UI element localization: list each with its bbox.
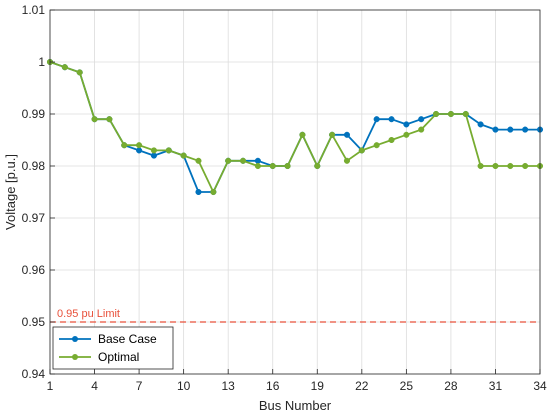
- data-point-optimal: [106, 116, 113, 123]
- data-point-optimal: [433, 110, 440, 118]
- x-tick-label: 22: [355, 379, 369, 393]
- x-tick-label: 1: [47, 379, 54, 393]
- legend-marker-optimal: [72, 354, 78, 360]
- data-point-optimal: [180, 152, 187, 159]
- data-point-base-case: [418, 116, 425, 123]
- legend-label-base-case: Base Case: [98, 332, 157, 346]
- data-point-optimal: [403, 131, 410, 138]
- data-point-base-case: [136, 147, 143, 154]
- x-tick-label: 10: [177, 379, 191, 393]
- data-point-optimal: [195, 157, 202, 164]
- data-point-base-case: [492, 126, 499, 133]
- data-point-optimal: [165, 147, 172, 154]
- data-point-base-case: [507, 126, 514, 133]
- x-tick-label: 34: [533, 379, 547, 393]
- x-tick-label: 25: [400, 379, 414, 393]
- limit-label: 0.95 pu Limit: [57, 308, 120, 320]
- x-tick-label: 4: [91, 379, 98, 393]
- data-point-optimal: [269, 162, 276, 170]
- data-point-base-case: [373, 116, 380, 123]
- data-point-optimal: [373, 142, 380, 149]
- y-tick-label: 1: [38, 55, 45, 69]
- data-point-optimal: [522, 162, 529, 170]
- y-tick-label: 0.94: [22, 367, 46, 381]
- data-point-optimal: [210, 188, 217, 196]
- data-point-optimal: [329, 131, 336, 138]
- y-tick-label: 1.01: [22, 3, 46, 17]
- data-point-optimal: [388, 136, 395, 144]
- plot-frame: [49, 9, 541, 375]
- data-point-optimal: [76, 69, 83, 76]
- y-tick-label: 0.95: [22, 315, 46, 329]
- data-point-optimal: [507, 162, 514, 170]
- plot-area: [50, 10, 540, 374]
- data-point-optimal: [225, 157, 232, 164]
- x-tick-label: 16: [266, 379, 280, 393]
- axis-ticks: 1 4 7 10 13 16 19 22 25 28 31 34 0.94 0.95 0.96 0.97 0.9…: [22, 3, 547, 393]
- data-point-optimal: [61, 64, 68, 71]
- data-point-optimal: [492, 162, 499, 170]
- data-point-optimal: [299, 131, 306, 138]
- legend: Base Case Optimal: [52, 326, 174, 370]
- series-line-optimal: [49, 61, 540, 193]
- y-tick-label: 0.99: [22, 107, 46, 121]
- data-point-optimal: [136, 142, 143, 149]
- legend-marker-base-case: [72, 336, 78, 342]
- data-point-optimal: [418, 126, 425, 133]
- data-point-optimal: [462, 110, 469, 118]
- legend-label-optimal: Optimal: [98, 350, 139, 364]
- series-group: [46, 58, 544, 196]
- data-point-base-case: [388, 116, 395, 123]
- data-point-base-case: [150, 152, 157, 159]
- x-tick-label: 28: [444, 379, 458, 393]
- data-point-optimal: [239, 157, 247, 164]
- limit-line-group: 0.95 pu Limit: [50, 308, 540, 323]
- data-point-optimal: [447, 110, 454, 118]
- data-point-optimal: [254, 162, 261, 170]
- data-point-base-case: [522, 126, 529, 133]
- data-point-optimal: [91, 116, 98, 123]
- x-tick-label: 19: [311, 379, 325, 393]
- y-tick-label: 0.97: [22, 211, 46, 225]
- legend-box: [52, 326, 174, 370]
- x-axis-title: Bus Number: [259, 398, 332, 413]
- data-point-optimal: [121, 142, 128, 149]
- data-point-optimal: [150, 147, 157, 154]
- data-point-optimal: [314, 162, 321, 170]
- x-tick-label: 7: [136, 379, 143, 393]
- y-axis-title: Voltage [p.u.]: [3, 154, 18, 230]
- y-tick-label: 0.98: [22, 159, 46, 173]
- data-point-optimal: [284, 162, 291, 170]
- y-tick-label: 0.96: [22, 263, 46, 277]
- data-point-optimal: [477, 162, 484, 170]
- data-point-base-case: [477, 121, 484, 128]
- data-point-optimal: [343, 157, 351, 164]
- data-point-base-case: [343, 131, 351, 138]
- x-tick-label: 13: [222, 379, 236, 393]
- data-point-base-case: [403, 121, 410, 128]
- x-tick-label: 31: [489, 379, 503, 393]
- data-point-base-case: [254, 157, 261, 164]
- data-point-optimal: [358, 147, 365, 154]
- data-point-base-case: [195, 188, 202, 196]
